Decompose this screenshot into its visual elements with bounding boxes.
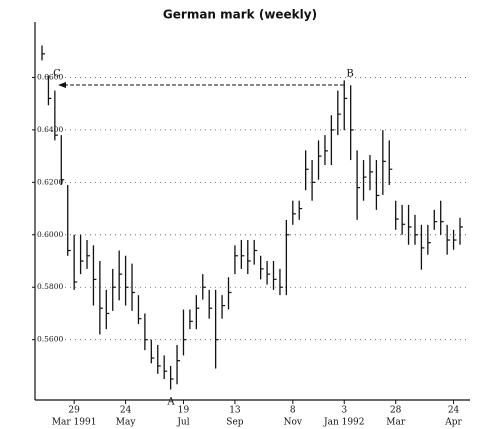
annotation: C xyxy=(53,69,61,80)
x-tick-label: 29 xyxy=(68,406,80,416)
x-month-label: Jul xyxy=(176,418,189,428)
chart-title: German mark (weekly) xyxy=(163,8,317,22)
x-month-label: Sep xyxy=(226,418,243,428)
x-tick-label: 13 xyxy=(229,406,241,416)
arrow-head xyxy=(58,82,66,88)
x-tick-label: 24 xyxy=(448,406,460,416)
x-month-label: Mar 1991 xyxy=(52,418,97,428)
y-tick-label: 0.6000 xyxy=(37,230,63,239)
y-tick-label: 0.5600 xyxy=(37,335,63,344)
annotation: A xyxy=(166,397,175,408)
x-month-label: Mar xyxy=(386,418,406,428)
y-tick-label: 0.5800 xyxy=(37,282,63,291)
annotation: B xyxy=(346,69,353,80)
x-tick-label: 8 xyxy=(290,406,296,416)
x-month-label: Nov xyxy=(284,418,303,428)
y-tick-label: 0.6200 xyxy=(37,177,63,186)
x-month-label: Jan 1992 xyxy=(323,418,365,428)
x-month-label: May xyxy=(116,418,137,428)
x-tick-label: 3 xyxy=(341,406,347,416)
x-month-label: Apr xyxy=(444,418,462,428)
x-tick-label: 28 xyxy=(390,406,402,416)
y-tick-label: 0.6400 xyxy=(37,125,63,134)
x-tick-label: 24 xyxy=(120,406,132,416)
y-tick-label: 0.6600 xyxy=(37,72,63,81)
x-tick-label: 19 xyxy=(178,406,190,416)
